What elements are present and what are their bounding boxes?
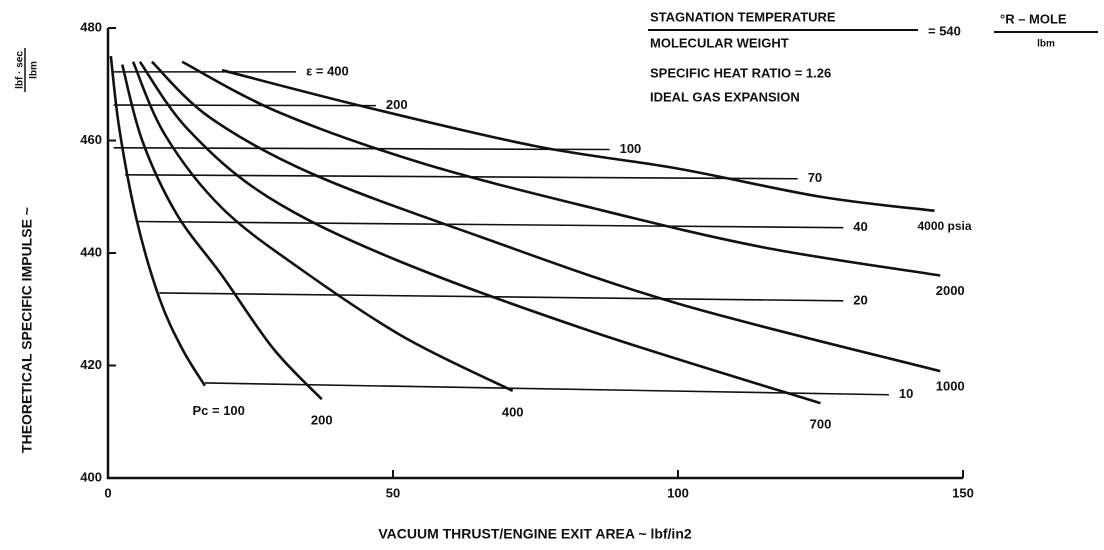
- y-tick-label: 400: [80, 469, 102, 484]
- annotation: lbm: [1037, 39, 1055, 50]
- series-line: [159, 292, 844, 302]
- series-label: Pc = 100: [192, 403, 244, 418]
- series-line: [138, 60, 821, 405]
- annotation: STAGNATION TEMPERATURE: [650, 9, 836, 24]
- series-label: 700: [810, 417, 832, 432]
- series-line: [113, 104, 376, 107]
- series-label: 20: [853, 292, 867, 307]
- y-axis-unit: lbm: [29, 61, 40, 79]
- annotation: SPECIFIC HEAT RATIO = 1.26: [650, 65, 831, 80]
- series-line: [113, 147, 610, 151]
- series-label: 10: [899, 386, 913, 401]
- annotation: °R – MOLE: [1000, 11, 1067, 26]
- x-tick-label: 50: [386, 485, 400, 500]
- series-line: [221, 68, 935, 213]
- x-tick-label: 150: [952, 485, 974, 500]
- annotation: MOLECULAR WEIGHT: [650, 35, 789, 50]
- series-line: [131, 61, 514, 392]
- y-tick-label: 480: [80, 19, 102, 34]
- series-label: 400: [502, 404, 524, 419]
- series-label: 100: [620, 141, 642, 156]
- y-tick-label: 420: [80, 357, 102, 372]
- series-line: [136, 220, 844, 229]
- series-line: [109, 55, 207, 387]
- series-label: 1000: [936, 379, 965, 394]
- y-axis-unit: lbf · sec: [15, 51, 26, 89]
- series-line: [125, 174, 798, 180]
- x-tick-label: 0: [104, 485, 111, 500]
- series-line: [150, 60, 941, 373]
- y-tick-label: 440: [80, 244, 102, 259]
- series-label: ε = 400: [306, 63, 349, 78]
- series-line: [181, 60, 941, 277]
- x-axis-label: VACUUM THRUST/ENGINE EXIT AREA ~ lbf/in2: [378, 526, 692, 542]
- series-line: [120, 64, 323, 401]
- annotation: = 540: [928, 23, 961, 38]
- series-label: 70: [808, 170, 822, 185]
- annotation: IDEAL GAS EXPANSION: [650, 89, 800, 104]
- series-label: 40: [853, 219, 867, 234]
- series-label: 4000 psia: [917, 219, 971, 233]
- y-axis-label: THEORETICAL SPECIFIC IMPULSE ~: [19, 207, 35, 453]
- y-tick-label: 460: [80, 132, 102, 147]
- x-tick-label: 100: [667, 485, 689, 500]
- series-label: 200: [386, 97, 408, 112]
- series-label: 2000: [936, 283, 965, 298]
- series-label: 200: [311, 413, 333, 428]
- series-line: [204, 382, 889, 396]
